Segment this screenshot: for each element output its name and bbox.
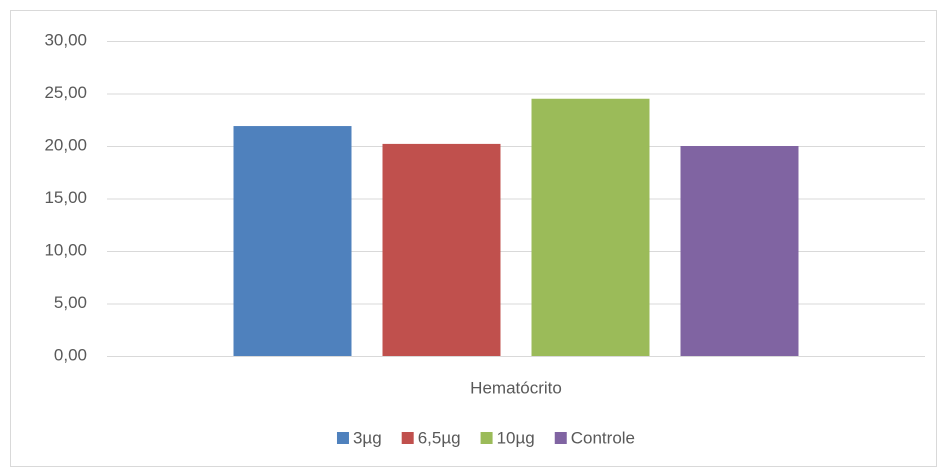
legend-swatch [401, 432, 414, 444]
legend-swatch [336, 432, 349, 444]
x-tick-label: Hematócrito [470, 378, 562, 397]
y-tick-label: 20,00 [44, 135, 87, 154]
bar [233, 126, 352, 356]
legend-swatch [480, 432, 493, 444]
bar [531, 98, 650, 356]
bar [680, 146, 799, 356]
y-tick-label: 5,00 [54, 293, 87, 312]
y-tick-label: 15,00 [44, 188, 87, 207]
y-tick-label: 25,00 [44, 83, 87, 102]
y-tick-label: 0,00 [54, 345, 87, 364]
y-tick-label: 30,00 [44, 30, 87, 49]
legend-label: 6,5µg [418, 428, 461, 447]
legend-label: 3µg [353, 428, 382, 447]
legend-swatch [554, 432, 567, 444]
legend-label: Controle [571, 428, 635, 447]
legend-label: 10µg [497, 428, 535, 447]
bar [382, 143, 501, 356]
y-tick-label: 10,00 [44, 240, 87, 259]
